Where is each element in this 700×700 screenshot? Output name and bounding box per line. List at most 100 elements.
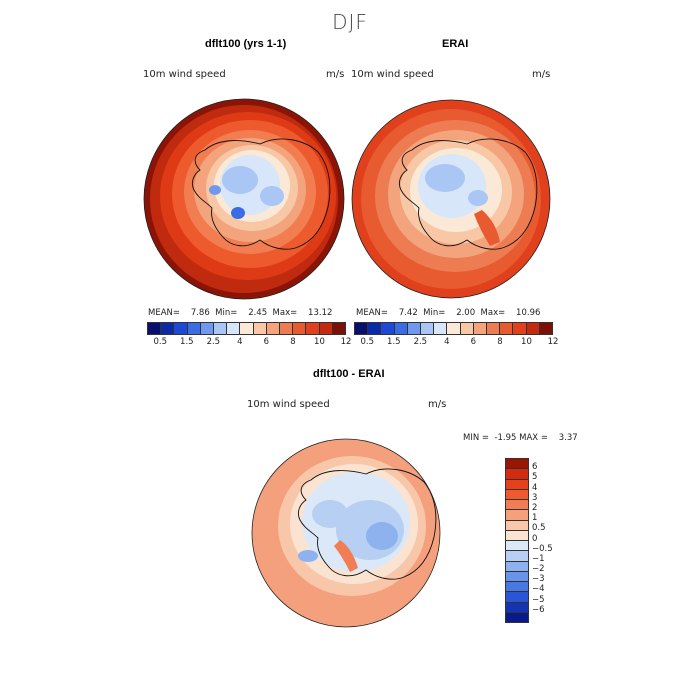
model-map (144, 99, 344, 299)
model-colorbar (147, 322, 346, 335)
colorbar-swatch (433, 323, 447, 334)
colorbar-tick-label: −5 (532, 594, 545, 605)
model-stats: MEAN= 7.86 Min= 2.45 Max= 13.12 (148, 308, 333, 318)
colorbar-swatch (252, 323, 266, 334)
colorbar-swatch (148, 323, 161, 334)
colorbar-tick-label: 0.5 (532, 523, 546, 534)
colorbar-tick-label: 8 (290, 337, 296, 347)
colorbar-swatch (239, 323, 253, 334)
colorbar-tick-label: 6 (532, 462, 538, 473)
colorbar-tick-label: 12 (340, 337, 352, 347)
colorbar-swatch (459, 323, 473, 334)
colorbar-tick-label: 0 (532, 533, 538, 544)
colorbar-tick-label: −0.5 (532, 543, 553, 554)
colorbar-swatch (406, 323, 421, 334)
colorbar-swatch (506, 611, 528, 622)
colorbar-swatch (506, 550, 528, 561)
colorbar-tick-label: 12 (547, 337, 559, 347)
diff-map (252, 439, 440, 627)
colorbar-swatch (506, 540, 528, 551)
obs-colorbar-ticks: 0.5 1.5 2.5 4 6 8 10 12 (354, 337, 559, 349)
colorbar-swatch (305, 323, 319, 334)
colorbar-swatch (318, 323, 332, 334)
colorbar-tick-label: 5 (532, 472, 538, 483)
colorbar-swatch (173, 323, 187, 334)
colorbar-swatch (506, 468, 528, 479)
model-panel-title: dflt100 (yrs 1-1) (205, 38, 287, 50)
colorbar-swatch (186, 323, 200, 334)
obs-colorbar (354, 322, 553, 335)
colorbar-tick-label: 10 (521, 337, 532, 347)
colorbar-tick-label: −2 (532, 564, 545, 575)
colorbar-swatch (446, 323, 460, 334)
colorbar-tick-label: 2 (532, 502, 538, 513)
diff-colorbar-ticks: 6 5 4 3 2 1 0.5 0 −0.5 −1 −2 −3 −4 −5 −6 (532, 458, 572, 621)
colorbar-tick-label: 1.5 (387, 337, 401, 347)
colorbar-swatch (331, 323, 346, 334)
figure-title: DJF (332, 10, 368, 34)
colorbar-tick-label: −4 (532, 584, 545, 595)
colorbar-swatch (525, 323, 539, 334)
diff-stats: MIN = -1.95 MAX = 3.37 (463, 433, 578, 443)
colorbar-tick-label: 4 (444, 337, 450, 347)
colorbar-tick-label: 0.5 (153, 337, 168, 347)
colorbar-tick-label: 6 (263, 337, 270, 347)
colorbar-swatch (472, 323, 487, 334)
colorbar-tick-label: 3 (532, 492, 538, 503)
colorbar-swatch (160, 323, 174, 334)
colorbar-swatch (279, 323, 293, 334)
colorbar-swatch (499, 323, 513, 334)
model-colorbar-ticks: 0.5 1.5 2.5 4 6 8 10 12 (147, 337, 352, 349)
colorbar-tick-label: −3 (532, 574, 545, 585)
colorbar-swatch (506, 488, 528, 499)
colorbar-swatch (538, 323, 553, 334)
colorbar-swatch (292, 323, 306, 334)
colorbar-swatch (506, 601, 528, 612)
colorbar-swatch (506, 478, 528, 489)
colorbar-tick-label: 4 (237, 337, 243, 347)
obs-panel-title: ERAI (442, 38, 469, 50)
colorbar-tick-label: 2.5 (413, 337, 428, 347)
diff-units-label: m/s (428, 399, 447, 410)
colorbar-swatch (199, 323, 214, 334)
obs-variable-label: 10m wind speed (351, 69, 434, 80)
obs-stats: MEAN= 7.42 Min= 2.00 Max= 10.96 (356, 308, 541, 318)
diff-variable-label: 10m wind speed (247, 399, 330, 410)
colorbar-tick-label: 4 (532, 482, 538, 493)
diff-panel-title: dflt100 - ERAI (313, 368, 385, 380)
colorbar-tick-label: 6 (470, 337, 477, 347)
model-variable-label: 10m wind speed (143, 69, 226, 80)
colorbar-swatch (506, 509, 528, 520)
colorbar-tick-label: −6 (532, 604, 545, 615)
obs-units-label: m/s (532, 69, 551, 80)
colorbar-swatch (486, 323, 500, 334)
obs-map (352, 100, 550, 298)
colorbar-tick-label: 1 (532, 513, 538, 524)
colorbar-swatch (380, 323, 394, 334)
colorbar-swatch (393, 323, 407, 334)
colorbar-tick-label: −1 (532, 553, 545, 564)
colorbar-swatch (420, 323, 434, 334)
colorbar-swatch (506, 519, 528, 530)
colorbar-tick-label: 8 (497, 337, 503, 347)
colorbar-tick-label: 10 (314, 337, 325, 347)
colorbar-swatch (213, 323, 227, 334)
diff-colorbar (505, 458, 529, 623)
colorbar-tick-label: 2.5 (206, 337, 221, 347)
colorbar-tick-label: 1.5 (180, 337, 194, 347)
colorbar-tick-label: 0.5 (360, 337, 375, 347)
colorbar-swatch (512, 323, 526, 334)
colorbar-swatch (506, 499, 528, 510)
colorbar-swatch (506, 560, 528, 571)
colorbar-swatch (367, 323, 381, 334)
colorbar-swatch (506, 570, 528, 581)
colorbar-swatch (506, 591, 528, 602)
colorbar-swatch (506, 581, 528, 592)
colorbar-swatch (506, 529, 528, 540)
colorbar-swatch (265, 323, 280, 334)
colorbar-swatch (355, 323, 368, 334)
colorbar-swatch (506, 459, 528, 469)
colorbar-swatch (226, 323, 240, 334)
model-units-label: m/s (326, 69, 345, 80)
